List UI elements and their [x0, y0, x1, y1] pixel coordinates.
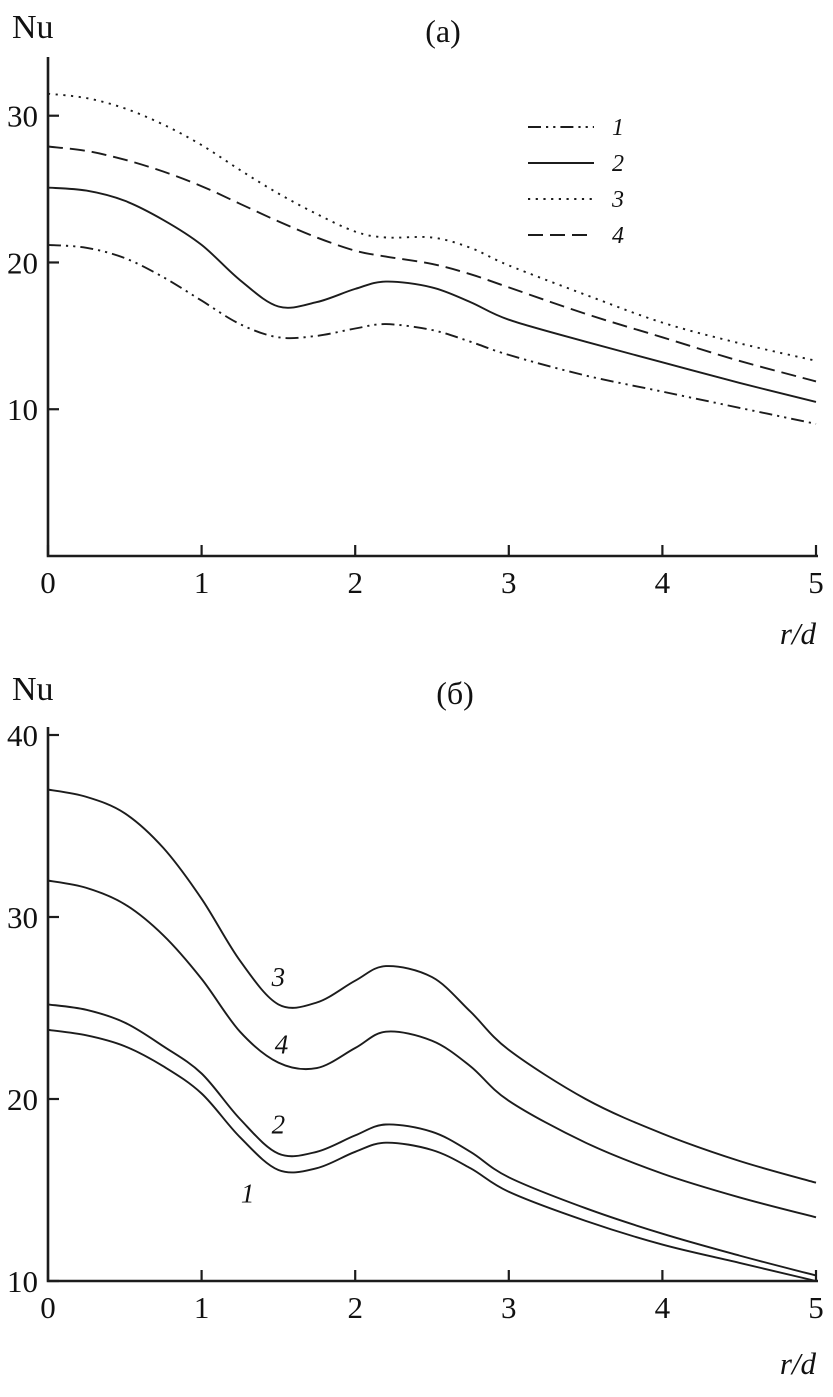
curve-1 [47, 1028, 817, 1282]
x-tick-label: 1 [194, 565, 210, 600]
x-tick-label: 4 [655, 1290, 671, 1325]
curve-1 [47, 243, 817, 425]
axes [46, 727, 818, 1283]
x-tick-label: 1 [194, 1290, 210, 1325]
x-axis-title-b: r/d [780, 1346, 817, 1381]
x-tick-label: 3 [501, 565, 517, 600]
x-tick-label: 5 [808, 1290, 824, 1325]
curve-label-1: 1 [241, 1179, 255, 1209]
y-tick-label: 10 [7, 1264, 38, 1299]
plot-area-a: 10 20 30 0 1 2 3 4 5 1 2 3 4 [7, 57, 824, 600]
y-tick-label: 20 [7, 1082, 38, 1117]
plot-area-b: 10 20 30 40 0 1 2 3 4 5 3 4 2 1 [7, 718, 824, 1325]
legend-label-4: 4 [612, 223, 624, 249]
curve-4 [47, 879, 817, 1219]
y-tick-label: 20 [7, 245, 38, 280]
x-tick-label: 2 [347, 1290, 363, 1325]
chart-title-a: (а) [425, 13, 461, 49]
chart-a-canvas: Nu (а) r/d 10 20 30 0 1 2 3 4 5 1 2 3 4 [7, 9, 824, 651]
curve-3 [47, 92, 817, 362]
curve-2 [47, 1003, 817, 1277]
chart-title-b: (б) [436, 675, 474, 711]
y-tick-label: 30 [7, 99, 38, 134]
legend-label-1: 1 [612, 115, 624, 141]
chart-b-canvas: Nu (б) r/d 10 20 30 40 0 1 2 3 4 5 3 4 2 1 [7, 671, 824, 1381]
x-tick-label: 3 [501, 1290, 517, 1325]
curve-2 [47, 186, 817, 403]
x-tick-label: 2 [347, 565, 363, 600]
y-tick-label: 10 [7, 392, 38, 427]
curve-label-3: 3 [271, 962, 286, 992]
x-tick-label: 4 [655, 565, 671, 600]
y-tick-label: 30 [7, 900, 38, 935]
curve-3 [47, 788, 817, 1184]
x-axis-title-a: r/d [780, 616, 817, 651]
y-axis-title-a: Nu [12, 9, 54, 46]
curve-label-2: 2 [272, 1110, 286, 1140]
x-tick-label: 0 [40, 565, 56, 600]
y-tick-label: 40 [7, 718, 38, 753]
legend-label-3: 3 [611, 187, 624, 213]
x-tick-label: 0 [40, 1290, 56, 1325]
axes [46, 57, 818, 558]
curve-label-4: 4 [275, 1030, 289, 1060]
x-tick-label: 5 [808, 565, 824, 600]
y-axis-title-b: Nu [12, 671, 54, 708]
legend-label-2: 2 [612, 151, 624, 177]
curve-4 [47, 145, 817, 383]
